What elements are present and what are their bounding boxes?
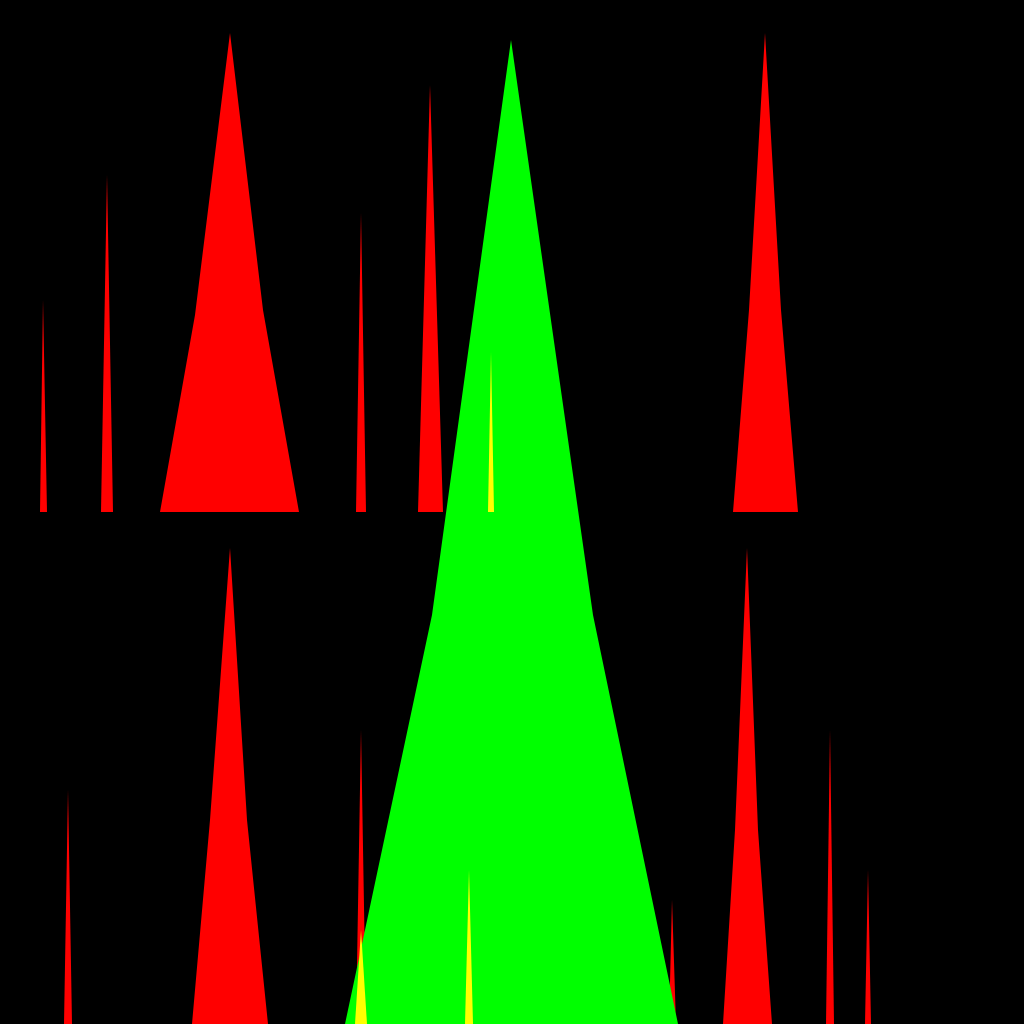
spike-scene <box>0 0 1024 1024</box>
game-viewport <box>0 0 1024 1024</box>
